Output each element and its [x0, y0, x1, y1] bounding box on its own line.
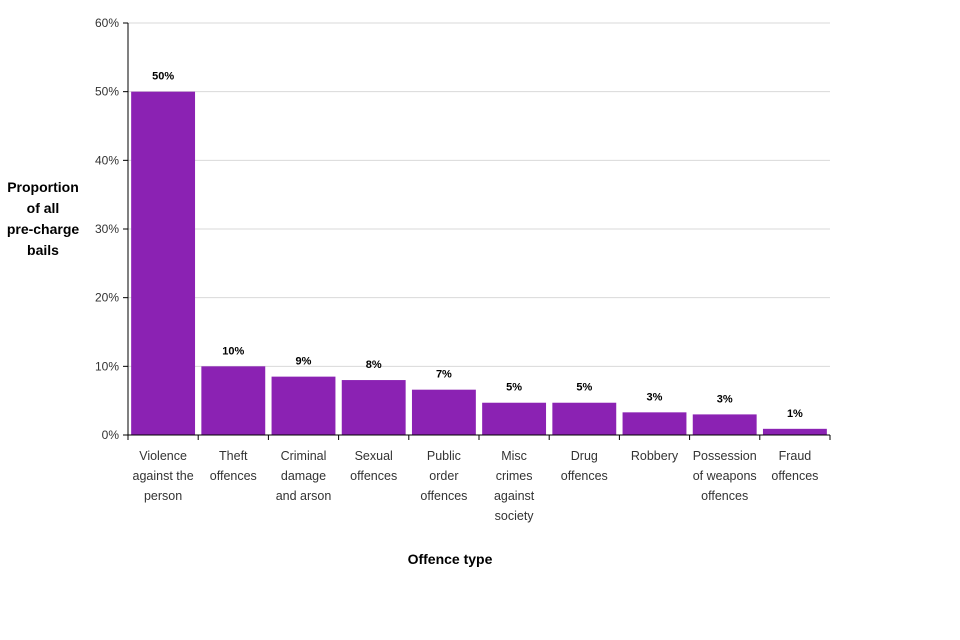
- bar: [482, 402, 547, 435]
- x-tick-label-line: Robbery: [631, 449, 679, 463]
- data-labels: 50% 10% 9% 8% 7% 5% 5% 3% 3% 1%: [152, 71, 803, 420]
- data-label: 50%: [152, 71, 174, 83]
- x-tick-label-line: Theft: [219, 449, 248, 463]
- x-tick-label: Theft offences: [210, 449, 257, 483]
- bar: [271, 376, 336, 435]
- x-tick-label-line: Fraud: [779, 449, 812, 463]
- x-tick-label-line: person: [144, 489, 182, 503]
- x-axis-label: Offence type: [407, 551, 493, 567]
- x-tick-label-line: offences: [420, 489, 467, 503]
- x-tick-label-line: and arson: [276, 489, 332, 503]
- y-tick-label: 0%: [102, 428, 120, 442]
- x-tick-label-line: Public: [427, 449, 461, 463]
- x-tick-label-line: society: [495, 509, 535, 523]
- bars: [131, 91, 827, 436]
- x-tick-label-line: Criminal: [281, 449, 327, 463]
- gridlines: [128, 22, 830, 367]
- x-tick-label-line: Violence: [139, 449, 187, 463]
- y-tick-label: 10%: [95, 359, 119, 373]
- x-tick-label-line: damage: [281, 469, 326, 483]
- bar: [622, 412, 687, 435]
- x-tick-label: Drug offences: [561, 449, 608, 483]
- x-tick-label: Public order offences: [420, 449, 467, 503]
- y-axis-label-line: pre-charge: [6, 221, 80, 237]
- x-tick-label-line: offences: [561, 469, 608, 483]
- x-tick-labels: Violence against the person Theft offences Cr…: [133, 449, 819, 523]
- x-tick-label-line: of weapons: [693, 469, 757, 483]
- bar: [552, 402, 617, 435]
- data-label: 1%: [787, 408, 803, 420]
- data-label: 3%: [647, 391, 663, 403]
- y-tick-label: 40%: [95, 153, 119, 167]
- data-label: 3%: [717, 393, 733, 405]
- y-tick-label: 30%: [95, 222, 119, 236]
- bar: [131, 91, 196, 436]
- x-tick-label: Fraud offences: [771, 449, 818, 483]
- data-label: 9%: [296, 356, 312, 368]
- x-tick-label-line: offences: [771, 469, 818, 483]
- y-axis-label-line: bails: [27, 242, 59, 258]
- x-tick-label-line: offences: [701, 489, 748, 503]
- y-axis-label: Proportion of all pre-charge bails: [0, 177, 86, 261]
- x-tick-label: Robbery: [631, 449, 679, 463]
- x-tick-label-line: Sexual: [355, 449, 393, 463]
- data-label: 5%: [506, 382, 522, 394]
- x-tick-label-line: offences: [210, 469, 257, 483]
- bar: [411, 389, 476, 435]
- bar: [341, 380, 406, 435]
- y-tick-label: 20%: [95, 291, 119, 305]
- x-tick-label: Criminal damage and arson: [276, 449, 332, 503]
- x-tick-label: Violence against the person: [133, 449, 194, 503]
- x-tick-label-line: Drug: [571, 449, 598, 463]
- x-tick-label-line: against: [494, 489, 535, 503]
- y-tick-labels: 0% 10% 20% 30% 40% 50% 60%: [95, 16, 119, 442]
- y-axis-label-line: of all: [26, 200, 60, 216]
- y-axis-label-line: Proportion: [7, 179, 79, 195]
- x-tick-label-line: crimes: [496, 469, 533, 483]
- bar: [692, 414, 757, 435]
- x-tick-label-line: offences: [350, 469, 397, 483]
- axes: [123, 22, 831, 440]
- data-label: 8%: [366, 359, 382, 371]
- x-tick-label-line: Misc: [501, 449, 527, 463]
- x-tick-label: Misc crimes against society: [494, 449, 535, 523]
- data-label: 10%: [222, 345, 244, 357]
- x-tick-label: Possession of weapons offences: [693, 449, 757, 503]
- data-label: 7%: [436, 369, 452, 381]
- x-tick-label-line: order: [429, 469, 458, 483]
- data-label: 5%: [576, 382, 592, 394]
- x-tick-label-line: against the: [133, 469, 194, 483]
- x-tick-label: Sexual offences: [350, 449, 397, 483]
- x-tick-label-line: Possession: [693, 449, 757, 463]
- y-tick-label: 60%: [95, 16, 119, 30]
- bar: [201, 366, 266, 435]
- bar: [762, 428, 827, 435]
- y-tick-label: 50%: [95, 85, 119, 99]
